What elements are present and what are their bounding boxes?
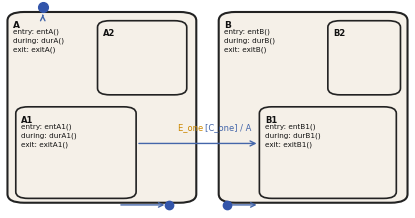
FancyBboxPatch shape — [328, 21, 400, 95]
FancyBboxPatch shape — [7, 12, 196, 203]
Text: B1: B1 — [265, 116, 277, 124]
Text: B2: B2 — [333, 29, 346, 38]
Text: [C_one] / A: [C_one] / A — [205, 123, 252, 132]
Text: B: B — [224, 21, 231, 30]
Text: E_one: E_one — [178, 123, 205, 132]
Text: entry: entB()
during: durB()
exit: exitB(): entry: entB() during: durB() exit: exitB… — [224, 28, 275, 53]
Text: entry: entA()
during: durA()
exit: exitA(): entry: entA() during: durA() exit: exitA… — [13, 28, 64, 53]
Text: A1: A1 — [21, 116, 34, 124]
Text: A2: A2 — [103, 29, 115, 38]
FancyBboxPatch shape — [259, 107, 396, 198]
Text: entry: entA1()
during: durA1()
exit: exitA1(): entry: entA1() during: durA1() exit: exi… — [21, 123, 77, 148]
FancyBboxPatch shape — [16, 107, 136, 198]
Text: entry: entB1()
during: durB1()
exit: exitB1(): entry: entB1() during: durB1() exit: exi… — [265, 123, 320, 148]
FancyBboxPatch shape — [219, 12, 408, 203]
Text: A: A — [13, 21, 20, 30]
FancyBboxPatch shape — [98, 21, 187, 95]
